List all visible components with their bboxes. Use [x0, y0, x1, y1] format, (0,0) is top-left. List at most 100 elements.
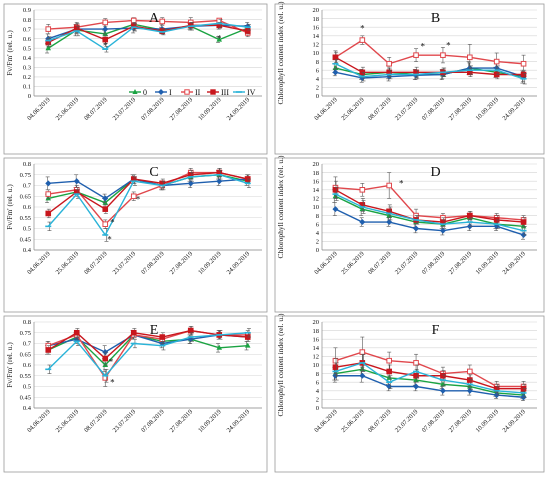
x-tick-label: 27.08.2019: [169, 408, 195, 434]
x-tick-label: 08.07.2019: [367, 96, 393, 122]
y-tick-label: 0.65: [20, 193, 31, 200]
y-tick-label: 0.55: [20, 373, 31, 380]
x-tick-label: 24.09.2019: [501, 408, 527, 434]
significance-star: *: [399, 178, 404, 188]
series-line: [335, 362, 524, 394]
y-tick-label: 8: [316, 59, 319, 66]
y-axis-label: Fv/Fm' (rel. u.): [5, 184, 14, 230]
legend-label: 0: [143, 88, 147, 97]
data-point: [102, 36, 109, 43]
data-point: [187, 327, 194, 334]
series-IV: [332, 59, 527, 85]
x-tick-label: 25.06.2019: [55, 96, 81, 122]
x-tick-label: 23.07.2019: [394, 408, 420, 434]
panel-frame: [3, 315, 268, 473]
data-point: [413, 383, 420, 390]
data-point: [467, 212, 473, 219]
series-line: [47, 329, 248, 360]
y-tick-label: 2: [316, 85, 319, 92]
y-tick-label: 0.6: [23, 36, 32, 43]
x-tick-label: 25.06.2019: [340, 408, 366, 434]
y-tick-label: 8: [316, 213, 319, 220]
y-tick-label: 0.4: [23, 405, 32, 412]
x-tick-label: 08.07.2019: [367, 250, 393, 276]
series-IV: [45, 19, 251, 53]
y-tick-label: 18: [313, 328, 320, 335]
x-tick-label: 07.08.2019: [140, 96, 166, 122]
data-point: [467, 377, 473, 383]
y-tick-label: 0.8: [23, 161, 31, 168]
x-tick-label: 08.07.2019: [83, 408, 109, 434]
data-point: [386, 60, 392, 67]
series-line: [47, 24, 248, 44]
data-point: [216, 36, 223, 42]
significance-star: *: [446, 41, 451, 51]
data-point: [413, 52, 419, 58]
data-point: [216, 17, 223, 24]
data-point: [467, 54, 473, 61]
x-tick-label: 08.07.2019: [83, 96, 109, 122]
data-point: [244, 28, 251, 34]
y-tick-label: 6: [316, 221, 320, 228]
y-tick-label: 6: [316, 379, 320, 386]
y-tick-label: 6: [316, 67, 320, 74]
data-point: [216, 344, 223, 350]
y-tick-label: 0: [316, 405, 319, 412]
series-line: [48, 19, 249, 34]
data-point: [440, 372, 446, 379]
data-point: [386, 357, 392, 364]
legend-marker: [132, 89, 138, 94]
panel-c: 0.4 0.45 0.5 0.55 0.6 0.65 0.7 0.75 0.8 04.06.201…: [3, 157, 268, 313]
data-point: [45, 26, 52, 32]
series-line: [335, 375, 524, 398]
data-point: [520, 219, 527, 225]
data-point: [413, 372, 419, 379]
series-IV: [45, 170, 251, 242]
x-tick-label: 25.06.2019: [55, 250, 81, 276]
significance-star: *: [103, 41, 108, 51]
x-tick-label: 23.07.2019: [112, 96, 138, 122]
x-tick-label: 10.09.2019: [474, 408, 500, 434]
data-point: [493, 58, 500, 65]
x-tick-label: 08.07.2019: [367, 408, 393, 434]
data-point: [130, 329, 137, 336]
data-point: [439, 387, 446, 394]
x-tick-label: 04.06.2019: [313, 96, 339, 122]
y-tick-label: 0.7: [23, 183, 32, 190]
data-point: [102, 30, 109, 36]
data-point: [159, 18, 166, 25]
y-tick-label: 18: [313, 16, 320, 23]
data-point: [467, 368, 473, 375]
x-tick-label: 24.09.2019: [501, 250, 527, 276]
series-line: [48, 22, 248, 51]
panel-e: 0.4 0.45 0.5 0.55 0.6 0.65 0.7 0.75 0.8 04.06.201…: [3, 315, 268, 473]
y-tick-label: 0.5: [23, 226, 31, 233]
x-tick-label: 25.06.2019: [340, 96, 366, 122]
data-point: [102, 19, 109, 26]
x-tick-label: 27.08.2019: [448, 408, 474, 434]
data-point: [73, 178, 80, 185]
y-tick-label: 0.75: [20, 172, 31, 179]
series-line: [335, 39, 524, 65]
x-tick-label: 08.07.2019: [83, 250, 109, 276]
data-point: [244, 342, 251, 348]
series-IV: [332, 187, 527, 236]
series-line: [47, 332, 248, 377]
series-line: [335, 208, 524, 236]
series-line: [335, 63, 524, 80]
x-tick-label: 23.07.2019: [394, 250, 420, 276]
y-tick-label: 0.4: [23, 247, 32, 254]
significance-star: *: [217, 34, 222, 44]
data-point: [413, 225, 420, 232]
y-tick-label: 0.45: [20, 394, 31, 401]
y-tick-label: 0.3: [23, 65, 31, 72]
series-IV: [332, 353, 527, 398]
significance-star: *: [110, 217, 115, 227]
x-tick-label: 25.06.2019: [340, 250, 366, 276]
data-point: [45, 347, 52, 353]
y-tick-label: 14: [313, 33, 320, 40]
